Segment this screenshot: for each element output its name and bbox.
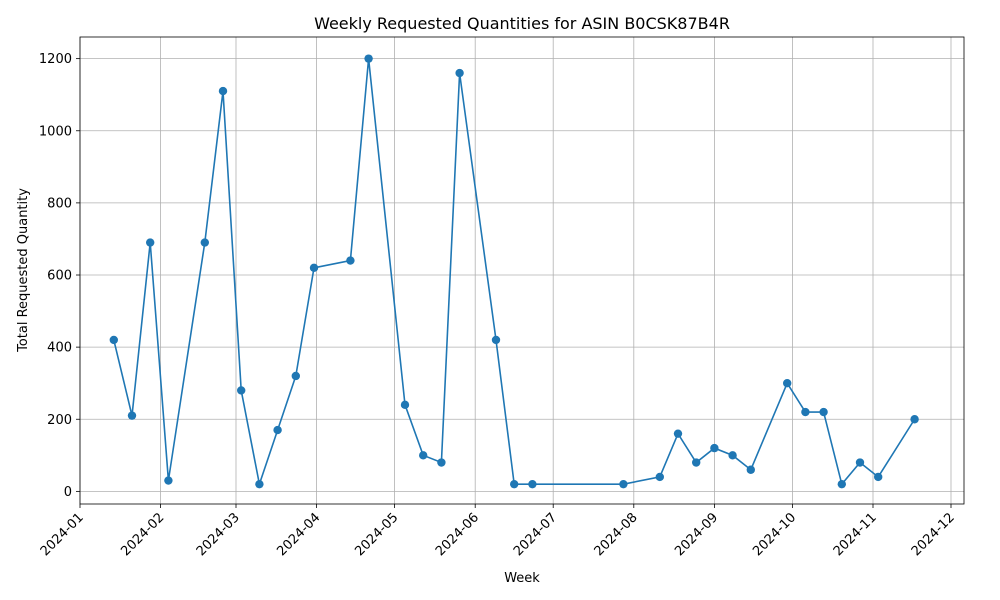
data-point bbox=[910, 415, 919, 424]
chart-title: Weekly Requested Quantities for ASIN B0C… bbox=[314, 14, 730, 33]
data-point bbox=[437, 458, 446, 467]
y-tick-label: 400 bbox=[47, 341, 72, 356]
x-tick-label: 2024-10 bbox=[750, 510, 799, 559]
data-point bbox=[655, 472, 664, 482]
data-point bbox=[200, 238, 209, 247]
data-point bbox=[837, 479, 846, 489]
data-point bbox=[419, 451, 428, 460]
data-point bbox=[673, 429, 683, 438]
data-point bbox=[273, 425, 282, 435]
data-point bbox=[400, 400, 410, 410]
data-point bbox=[783, 378, 792, 388]
data-point bbox=[127, 411, 137, 420]
data-point bbox=[218, 86, 228, 96]
x-tick-label: 2024-05 bbox=[352, 510, 401, 559]
x-tick-label: 2024-07 bbox=[511, 510, 560, 559]
x-tick-label: 2024-04 bbox=[274, 510, 323, 559]
series-line-layer bbox=[113, 58, 916, 488]
x-tick-label: 2024-11 bbox=[831, 510, 880, 559]
data-point bbox=[491, 335, 501, 345]
x-tick-label: 2024-12 bbox=[909, 510, 958, 559]
data-point bbox=[801, 407, 810, 417]
y-axis-label: Total Requested Quantity bbox=[16, 188, 31, 353]
y-tick-label: 0 bbox=[64, 485, 72, 500]
x-tick-label: 2024-06 bbox=[433, 510, 482, 559]
x-tick-label: 2024-08 bbox=[592, 510, 641, 559]
data-point bbox=[510, 479, 519, 489]
data-point bbox=[164, 476, 173, 485]
y-tick-label: 1200 bbox=[39, 52, 72, 67]
data-point bbox=[710, 443, 719, 453]
x-axis-label: Week bbox=[504, 571, 540, 586]
data-point bbox=[819, 407, 828, 417]
data-point bbox=[309, 263, 319, 272]
data-points bbox=[109, 54, 919, 489]
data-point bbox=[728, 451, 737, 460]
data-point bbox=[874, 472, 883, 482]
data-point bbox=[291, 371, 300, 381]
data-point bbox=[237, 386, 246, 395]
grid-lines bbox=[79, 37, 964, 504]
data-point bbox=[455, 68, 464, 78]
axis-ticks: 2024-01 2024-02 2024-03 2024-04 2024-05 2024-… bbox=[38, 52, 958, 559]
data-point bbox=[746, 465, 755, 474]
data-point bbox=[855, 458, 865, 467]
data-point bbox=[528, 479, 537, 489]
y-tick-label: 800 bbox=[47, 196, 72, 211]
data-point bbox=[146, 238, 155, 247]
y-tick-label: 200 bbox=[47, 413, 72, 428]
data-point bbox=[619, 479, 628, 489]
x-tick-label: 2024-03 bbox=[194, 510, 243, 559]
x-tick-label: 2024-09 bbox=[672, 510, 721, 559]
x-tick-label: 2024-01 bbox=[38, 510, 87, 559]
data-point bbox=[255, 479, 264, 489]
plot-frame bbox=[79, 36, 965, 505]
series-line bbox=[113, 58, 916, 488]
x-tick-label: 2024-02 bbox=[118, 510, 167, 559]
y-tick-label: 600 bbox=[47, 269, 72, 284]
y-tick-label: 1000 bbox=[39, 124, 72, 139]
data-point bbox=[346, 256, 355, 265]
data-point bbox=[364, 54, 373, 63]
data-point bbox=[109, 335, 119, 345]
data-point bbox=[692, 458, 701, 467]
